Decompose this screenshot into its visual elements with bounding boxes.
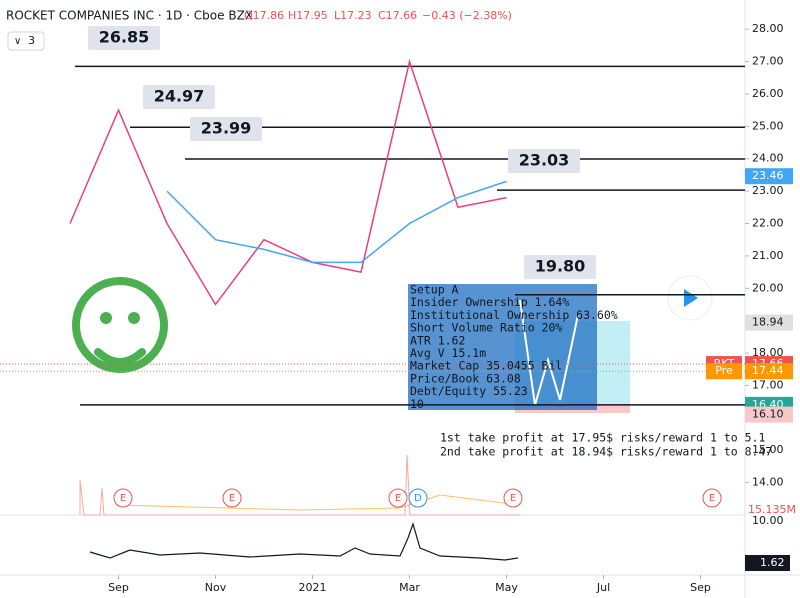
event-marker-label: E <box>709 493 715 504</box>
y-tick-label: 28.00 <box>752 22 784 35</box>
indicator-tag <box>745 555 790 571</box>
symbol-title: ROCKET COMPANIES INC · 1D · Cboe BZX <box>6 9 253 23</box>
indicator-toggle[interactable] <box>7 31 45 51</box>
event-marker-label: E <box>395 493 401 504</box>
level-label-box <box>143 85 215 109</box>
axis-tag-label: 17.44 <box>752 364 784 377</box>
axis-tag-label: 23.46 <box>752 169 784 182</box>
smiley-icon <box>72 277 168 373</box>
annotation-line: Setup A <box>410 283 459 297</box>
y-tick-label: 24.00 <box>752 152 784 165</box>
y-tick-label: 20.00 <box>752 281 784 294</box>
event-marker <box>702 488 722 508</box>
series-line <box>166 180 507 264</box>
annotation-line: ATR 1.62 <box>410 333 465 347</box>
x-tick-label: 2021 <box>299 581 327 594</box>
event-marker <box>222 488 242 508</box>
annotation-line: Market Cap 35.0455 Bil <box>410 359 562 373</box>
y-tick-label: 22.00 <box>752 216 784 229</box>
x-tick-label: Jul <box>596 581 610 594</box>
quote-value: −0.43 (−2.38%) <box>422 9 512 22</box>
quote-value: H17.95 <box>288 9 328 22</box>
series-line <box>69 58 507 306</box>
annotation-line: Insider Ownership 1.64% <box>410 295 569 309</box>
indicator-scale-label: 10.00 <box>752 514 784 527</box>
axis-tag <box>745 363 793 380</box>
toggle-arrow: ∨ <box>14 36 21 47</box>
axis-tag-name-box <box>706 363 742 380</box>
axis-tag <box>745 168 793 185</box>
annotation-line: Short Volume Ratio 20% <box>410 321 562 335</box>
indicator-count: 3 <box>28 34 35 47</box>
quote-value: C17.66 <box>378 9 417 22</box>
take-profit-note: 2nd take profit at 18.94$ risks/reward 1… <box>440 445 772 459</box>
take-profit-note: 1st take profit at 17.95$ risks/reward 1… <box>440 431 765 445</box>
quote-value: L17.23 <box>334 9 372 22</box>
event-marker-label: E <box>120 493 126 504</box>
axis-tag-label: 16.10 <box>752 408 784 421</box>
indicator-line <box>89 522 519 561</box>
x-tick-label: Mar <box>399 581 420 594</box>
level-label: 23.99 <box>201 119 252 138</box>
annotation-line: Avg V 15.1m <box>410 346 486 360</box>
event-marker <box>503 488 523 508</box>
level-label-box <box>524 255 596 279</box>
x-tick-label: Nov <box>205 581 227 594</box>
quote-value: O17.86 <box>244 9 284 22</box>
level-label: 23.03 <box>519 151 570 170</box>
y-tick-label: 18.00 <box>752 346 784 359</box>
level-label: 26.85 <box>99 28 150 47</box>
projection-path <box>519 299 579 406</box>
smiley-eye <box>128 312 140 324</box>
y-tick-label: 15.00 <box>752 443 784 456</box>
axis-tag-name: Pre <box>715 364 733 377</box>
play-icon <box>684 289 698 307</box>
event-marker <box>408 488 428 508</box>
axis-tag <box>745 314 793 331</box>
y-tick-label: 14.00 <box>752 476 784 489</box>
y-tick-label: 23.00 <box>752 184 784 197</box>
x-tick-label: Sep <box>108 581 129 594</box>
y-tick-label: 17.00 <box>752 378 784 391</box>
annotation-line: Institutional Ownership 63.60% <box>410 308 618 322</box>
y-tick-label: 21.00 <box>752 249 784 262</box>
event-marker <box>388 488 408 508</box>
x-tick-label: Sep <box>690 581 711 594</box>
annotation-line: Price/Book 63.08 <box>410 371 521 385</box>
event-marker <box>113 488 133 508</box>
event-marker-label: D <box>414 493 422 504</box>
axis-tag <box>745 406 793 423</box>
x-tick-label: May <box>495 581 518 594</box>
y-tick-label: 26.00 <box>752 87 784 100</box>
level-label-box <box>88 26 160 50</box>
event-marker-label: E <box>510 493 516 504</box>
y-tick-label: 27.00 <box>752 55 784 68</box>
level-label: 19.80 <box>535 257 586 276</box>
level-label-box <box>190 117 262 141</box>
indicator-value: 1.62 <box>760 556 785 569</box>
axis-tag-label: 18.94 <box>752 316 784 329</box>
event-marker-label: E <box>229 493 235 504</box>
setup-box <box>408 284 597 410</box>
annotation-line: 10 <box>410 397 424 411</box>
annotation-line: Debt/Equity 55.23 <box>410 384 528 398</box>
volume-bars <box>79 454 520 516</box>
level-label: 24.97 <box>154 87 205 106</box>
smiley-eye <box>100 312 112 324</box>
level-label-box <box>508 149 580 173</box>
volume-ma <box>119 494 521 511</box>
volume-label: 15.135M <box>748 503 796 516</box>
y-tick-label: 25.00 <box>752 119 784 132</box>
